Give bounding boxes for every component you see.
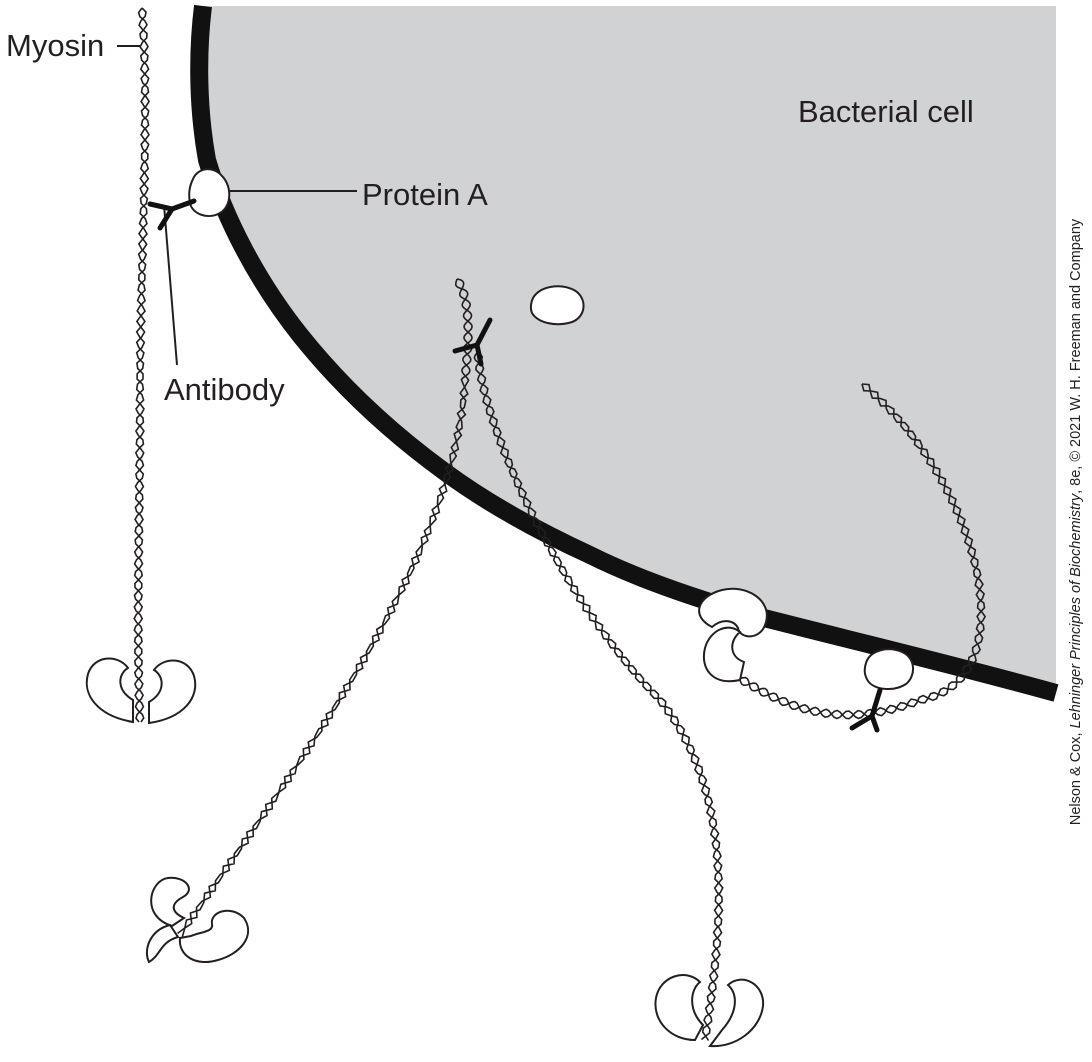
myosin-head [178,909,250,963]
copyright-credit: Nelson & Cox, Lehninger Principles of Bi… [1068,219,1084,825]
protein-a-label: Protein A [362,177,488,212]
cell-membrane [190,4,1059,702]
myosin-head [145,876,190,964]
myosin-head [698,587,768,638]
antibody-icon [452,317,493,367]
bacterial-cell [199,6,1057,693]
protein-a-molecules [188,168,914,690]
protein-a-icon [863,648,914,690]
myosin-label: Myosin [6,28,105,63]
myosin-strand [181,278,473,937]
antibody-icon [147,198,197,231]
myosin-strand [710,383,987,720]
myosin-strand [475,351,724,1041]
credit-book-title: Lehninger Principles of Biochemistry [1068,493,1084,729]
myosin-head [148,659,197,725]
credit-prefix: Nelson & Cox, [1068,728,1084,826]
antibody-icon [849,687,883,733]
myosin-strand [708,383,986,720]
myosin-head [85,657,134,724]
myosin-strand [177,278,473,935]
antibody-leader-line [163,204,178,366]
myosin-head [708,978,765,1048]
bacterial-cell-label: Bacterial cell [798,94,974,129]
credit-suffix: , 8e, © 2021 W. H. Freeman and Company [1068,218,1084,494]
myosin-heads [85,587,768,1048]
myosin-strand [473,351,723,1041]
myosin-strand [133,7,151,723]
antibodies [147,198,883,733]
myosin-head [654,974,705,1042]
protein-a-icon [188,168,231,217]
antibody-label: Antibody [164,372,285,407]
protein-a-icon [529,285,585,326]
myosin-head [702,626,746,683]
myosin-tails [133,7,987,1041]
